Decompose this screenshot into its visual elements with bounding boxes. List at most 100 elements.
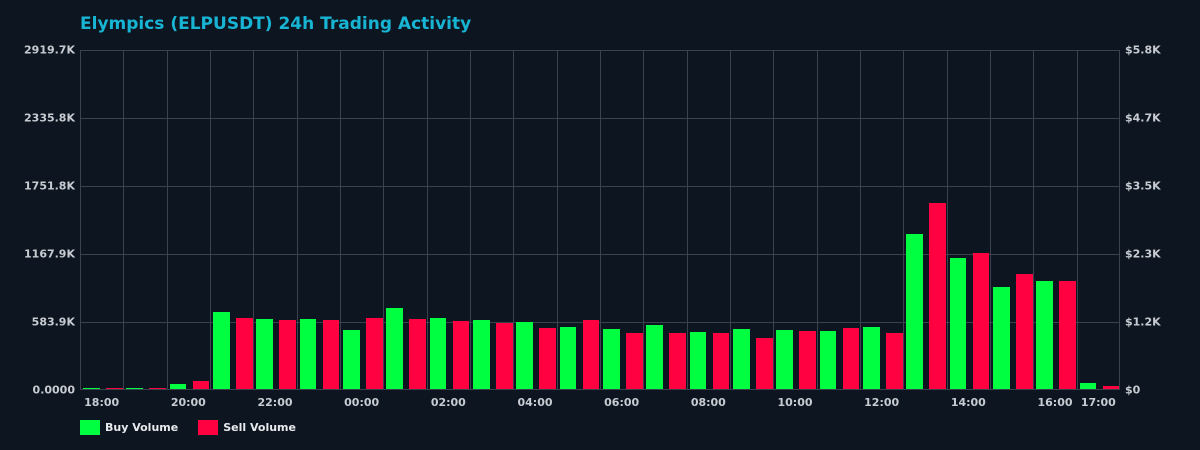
legend-label-sell: Sell Volume bbox=[223, 421, 296, 434]
sell-bar[interactable] bbox=[1059, 281, 1076, 389]
v-gridline bbox=[1033, 50, 1035, 389]
sell-bar[interactable] bbox=[149, 388, 166, 389]
buy-bar[interactable] bbox=[516, 322, 533, 389]
sell-bar[interactable] bbox=[972, 253, 990, 389]
buy-swatch-icon bbox=[80, 420, 100, 435]
x-tick: 04:00 bbox=[517, 396, 553, 409]
v-gridline bbox=[556, 50, 558, 389]
sell-bar[interactable] bbox=[192, 380, 210, 389]
x-tick: 10:00 bbox=[777, 396, 813, 409]
v-gridline bbox=[600, 50, 601, 389]
buy-bar[interactable] bbox=[256, 319, 273, 389]
sell-bar[interactable] bbox=[929, 203, 946, 389]
v-gridline bbox=[946, 50, 948, 389]
y-tick-right: $2.3K bbox=[1125, 247, 1161, 261]
sell-bar[interactable] bbox=[842, 327, 860, 389]
v-gridline bbox=[470, 50, 471, 389]
buy-bar[interactable] bbox=[603, 329, 620, 389]
sell-bar[interactable] bbox=[452, 321, 470, 389]
v-gridline bbox=[340, 50, 341, 389]
sell-bar[interactable] bbox=[496, 322, 513, 389]
v-gridline bbox=[1076, 50, 1078, 389]
x-tick: 17:00 bbox=[1080, 396, 1116, 409]
v-gridline bbox=[686, 50, 688, 389]
buy-bar[interactable] bbox=[126, 387, 143, 389]
buy-bar[interactable] bbox=[1079, 382, 1097, 389]
buy-bar[interactable] bbox=[949, 258, 967, 389]
sell-bar[interactable] bbox=[366, 317, 383, 389]
x-tick: 06:00 bbox=[604, 396, 640, 409]
x-tick: 14:00 bbox=[950, 396, 986, 409]
buy-bar[interactable] bbox=[83, 387, 100, 389]
buy-bar[interactable] bbox=[213, 312, 230, 389]
buy-bar[interactable] bbox=[906, 234, 923, 389]
sell-bar[interactable] bbox=[799, 331, 816, 389]
v-gridline bbox=[990, 50, 991, 389]
v-gridline bbox=[860, 50, 861, 389]
v-gridline bbox=[426, 50, 428, 389]
x-tick: 18:00 bbox=[84, 396, 120, 409]
legend-label-buy: Buy Volume bbox=[105, 421, 179, 434]
buy-bar[interactable] bbox=[343, 329, 360, 389]
buy-bar[interactable] bbox=[863, 327, 880, 389]
legend: Buy Volume Sell Volume bbox=[80, 420, 316, 435]
sell-bar[interactable] bbox=[712, 333, 730, 389]
buy-bar[interactable] bbox=[429, 317, 447, 389]
buy-bar[interactable] bbox=[299, 319, 317, 389]
buy-bar[interactable] bbox=[1036, 281, 1053, 389]
y-tick-left: 2919.7K bbox=[24, 43, 75, 57]
buy-bar[interactable] bbox=[993, 287, 1010, 389]
x-tick: 12:00 bbox=[864, 396, 900, 409]
sell-swatch-icon bbox=[198, 420, 219, 435]
y-tick-right: $4.7K bbox=[1125, 111, 1161, 125]
sell-bar[interactable] bbox=[539, 327, 556, 389]
y-tick-left: 583.9K bbox=[31, 315, 75, 329]
v-gridline bbox=[816, 50, 818, 389]
plot-area bbox=[80, 50, 1120, 390]
v-gridline bbox=[123, 50, 125, 389]
sell-bar[interactable] bbox=[669, 333, 686, 389]
v-gridline bbox=[383, 50, 385, 389]
chart-title: Elympics (ELPUSDT) 24h Trading Activity bbox=[80, 14, 472, 34]
buy-bar[interactable] bbox=[386, 307, 403, 389]
v-gridline bbox=[903, 50, 905, 389]
sell-bar[interactable] bbox=[106, 388, 123, 389]
y-tick-right: $1.2K bbox=[1125, 315, 1161, 329]
y-tick-left: 2335.8K bbox=[24, 111, 75, 125]
x-tick: 08:00 bbox=[690, 396, 726, 409]
x-tick: 16:00 bbox=[1037, 396, 1073, 409]
x-tick: 20:00 bbox=[170, 396, 206, 409]
buy-bar[interactable] bbox=[559, 327, 577, 389]
sell-bar[interactable] bbox=[582, 320, 600, 389]
buy-bar[interactable] bbox=[776, 329, 793, 389]
sell-bar[interactable] bbox=[756, 338, 773, 389]
x-tick: 22:00 bbox=[257, 396, 293, 409]
sell-bar[interactable] bbox=[626, 333, 643, 389]
y-tick-left: 1751.8K bbox=[24, 179, 75, 193]
legend-item-buy[interactable]: Buy Volume bbox=[80, 420, 178, 435]
v-gridline bbox=[166, 50, 168, 389]
sell-bar[interactable] bbox=[236, 317, 253, 389]
sell-bar[interactable] bbox=[1016, 274, 1033, 389]
sell-bar[interactable] bbox=[409, 319, 426, 389]
sell-bar[interactable] bbox=[322, 320, 340, 389]
x-tick: 02:00 bbox=[430, 396, 466, 409]
v-gridline bbox=[513, 50, 515, 389]
v-gridline bbox=[773, 50, 775, 389]
buy-bar[interactable] bbox=[733, 329, 750, 389]
sell-bar[interactable] bbox=[279, 320, 296, 389]
x-tick: 00:00 bbox=[344, 396, 380, 409]
buy-bar[interactable] bbox=[819, 331, 837, 389]
v-gridline bbox=[210, 50, 211, 389]
y-tick-right: $0 bbox=[1125, 383, 1141, 397]
y-tick-left: 0.0000 bbox=[32, 383, 75, 397]
buy-bar[interactable] bbox=[473, 320, 490, 389]
buy-bar[interactable] bbox=[169, 384, 187, 389]
sell-bar[interactable] bbox=[886, 333, 903, 389]
y-tick-left: 1167.9K bbox=[24, 247, 75, 261]
v-gridline bbox=[730, 50, 731, 389]
sell-bar[interactable] bbox=[1102, 385, 1120, 389]
buy-bar[interactable] bbox=[689, 332, 707, 389]
buy-bar[interactable] bbox=[646, 324, 663, 389]
legend-item-sell[interactable]: Sell Volume bbox=[198, 420, 296, 435]
